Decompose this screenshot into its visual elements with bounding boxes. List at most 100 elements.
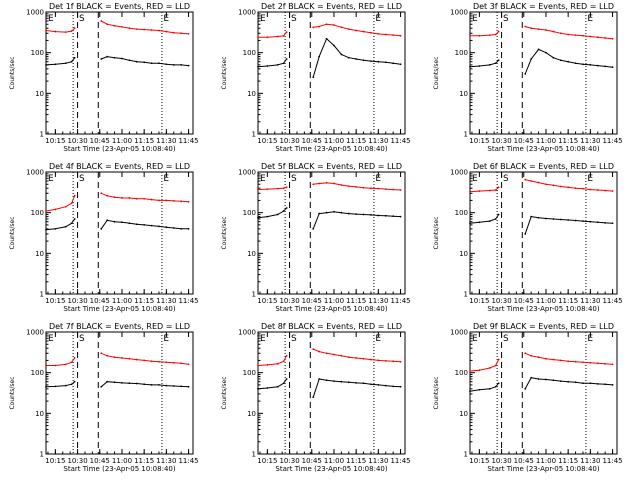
events-data-point bbox=[106, 380, 109, 383]
x-tick-label: 11:00 bbox=[112, 457, 132, 465]
events-data-point bbox=[567, 219, 570, 221]
events-data-point bbox=[187, 227, 190, 230]
lld-data-point bbox=[545, 183, 547, 186]
events-data-point bbox=[567, 60, 570, 63]
x-tick-label: 10:15 bbox=[257, 297, 277, 305]
lld-data-point bbox=[64, 31, 67, 34]
lld-data-point bbox=[325, 181, 328, 184]
events-data-point bbox=[266, 65, 269, 67]
x-axis-label: Start Time (23-Apr-05 10:08:40) bbox=[63, 465, 175, 473]
lld-data-point bbox=[347, 28, 350, 30]
lld-data-point bbox=[113, 196, 116, 199]
marker-sun-label: S bbox=[291, 174, 297, 184]
events-line bbox=[469, 48, 613, 75]
events-data-point bbox=[54, 63, 57, 66]
events-data-point bbox=[172, 385, 175, 387]
events-data-point bbox=[333, 380, 335, 383]
lld-data-point bbox=[45, 210, 47, 212]
y-tick-label: 10 bbox=[247, 250, 256, 258]
lld-data-point bbox=[333, 182, 335, 185]
x-tick-label: 10:15 bbox=[257, 457, 277, 465]
lld-data-point bbox=[370, 31, 372, 34]
events-data-point bbox=[64, 225, 67, 228]
x-axis-label: Start Time (23-Apr-05 10:08:40) bbox=[275, 465, 387, 473]
lld-data-point bbox=[604, 37, 607, 39]
marker-sun-label: S bbox=[79, 174, 85, 184]
x-tick-label: 11:00 bbox=[324, 297, 344, 305]
events-data-point bbox=[478, 221, 481, 224]
events-line bbox=[257, 207, 401, 229]
y-tick-label: 1 bbox=[464, 131, 468, 139]
plot-frame bbox=[469, 171, 618, 295]
lld-data-point bbox=[70, 361, 73, 364]
x-axis-label: Start Time (23-Apr-05 10:08:40) bbox=[487, 145, 599, 153]
lld-data-point bbox=[552, 184, 555, 187]
x-tick-label: 10:45 bbox=[90, 457, 110, 465]
lld-data-point bbox=[559, 32, 562, 35]
events-data-point bbox=[257, 387, 259, 390]
events-data-point bbox=[392, 385, 395, 388]
events-data-point bbox=[524, 233, 527, 235]
x-tick-label: 11:00 bbox=[324, 137, 344, 145]
lld-data-point bbox=[611, 363, 614, 366]
lld-data-point bbox=[143, 359, 146, 362]
x-tick-label: 10:45 bbox=[514, 297, 534, 305]
events-data-point bbox=[347, 212, 350, 215]
lld-data-point bbox=[282, 187, 285, 190]
lld-data-point bbox=[150, 29, 153, 31]
lld-data-point bbox=[377, 359, 380, 362]
events-data-point bbox=[384, 214, 387, 217]
events-data-point bbox=[150, 384, 153, 386]
marker-start-label: E bbox=[260, 174, 266, 184]
marker-sun-label: S bbox=[79, 334, 85, 344]
events-line bbox=[45, 381, 189, 388]
lld-data-point bbox=[370, 358, 372, 361]
events-data-point bbox=[113, 381, 116, 384]
x-tick-label: 11:00 bbox=[324, 457, 344, 465]
lld-data-point bbox=[45, 364, 47, 367]
lld-data-point bbox=[582, 187, 584, 190]
lld-data-point bbox=[180, 200, 183, 203]
events-data-point bbox=[282, 62, 285, 65]
events-data-point bbox=[143, 61, 146, 64]
lld-data-point bbox=[64, 363, 67, 366]
y-tick-label: 10 bbox=[247, 90, 256, 98]
marker-sun-label: S bbox=[291, 14, 297, 24]
lld-data-point bbox=[282, 34, 285, 37]
x-axis-label: Start Time (23-Apr-05 10:08:40) bbox=[275, 305, 387, 313]
events-data-point bbox=[377, 384, 380, 386]
y-tick-label: 100 bbox=[243, 369, 256, 377]
panel-title: Det 1f BLACK = Events, RED = LLD bbox=[49, 2, 190, 11]
events-data-point bbox=[285, 378, 288, 380]
events-data-point bbox=[143, 224, 146, 226]
events-data-point bbox=[285, 58, 288, 60]
panel-title: Det 4f BLACK = Events, RED = LLD bbox=[49, 162, 190, 171]
events-data-point bbox=[143, 383, 146, 386]
marker-end-label: E bbox=[587, 334, 593, 344]
events-data-point bbox=[545, 217, 547, 220]
y-tick-label: 1000 bbox=[238, 169, 256, 177]
events-data-point bbox=[604, 383, 607, 386]
y-axis-label: Counts/sec bbox=[221, 376, 228, 409]
x-tick-label: 10:30 bbox=[279, 137, 299, 145]
events-data-point bbox=[497, 382, 500, 385]
events-data-point bbox=[574, 62, 577, 65]
lld-data-point bbox=[150, 198, 153, 201]
events-data-point bbox=[469, 390, 471, 393]
lld-data-point bbox=[589, 188, 592, 191]
lld-data-point bbox=[399, 34, 402, 37]
events-data-point bbox=[100, 227, 103, 230]
events-data-point bbox=[180, 64, 183, 66]
lld-data-point bbox=[158, 360, 160, 363]
x-tick-label: 11:30 bbox=[156, 297, 176, 305]
x-tick-label: 11:30 bbox=[580, 457, 600, 465]
lld-data-point bbox=[180, 362, 183, 365]
events-data-point bbox=[158, 62, 160, 65]
events-data-point bbox=[276, 64, 279, 66]
lld-data-point bbox=[128, 357, 131, 360]
x-axis-label: Start Time (23-Apr-05 10:08:40) bbox=[487, 465, 599, 473]
lld-data-point bbox=[106, 354, 109, 357]
lld-data-point bbox=[469, 190, 471, 193]
lld-data-point bbox=[318, 25, 321, 28]
